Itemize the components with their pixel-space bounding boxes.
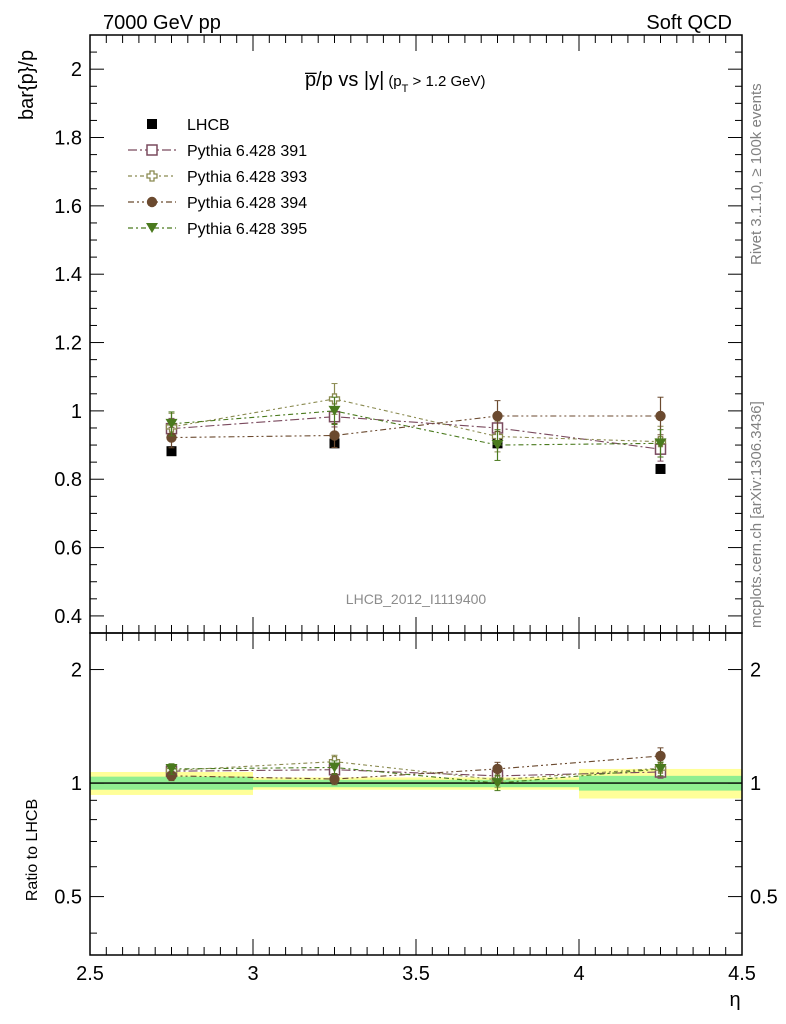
main-ylabel: bar{p}/p: [16, 50, 38, 120]
data-point: [165, 763, 178, 774]
x-tick-label: 4.5: [728, 963, 756, 985]
x-tick-label: 4: [573, 963, 584, 985]
y-tick-label-right: 1: [750, 773, 761, 795]
y-tick-label: 1: [71, 773, 82, 795]
y-tick-label: 1: [71, 401, 82, 423]
y-tick-label: 1.8: [54, 128, 82, 150]
series-pythia-6-428-393: [165, 383, 667, 458]
data-point: [654, 763, 667, 774]
main-panel: 0.4 0.6 0.8 1 1.2 1.4 1.6 1.8 2 bar{p}/p p̅/p vs…: [16, 34, 743, 634]
x-tick-label: 3.5: [402, 963, 430, 985]
header-right: Soft QCD: [646, 12, 732, 34]
data-point: [328, 405, 341, 416]
main-title: p̅/p vs |y| (pT > 1.2 GeV): [305, 69, 486, 95]
series-pythia-6-428-395: [165, 396, 667, 461]
series-line: [171, 769, 661, 777]
series-lhcb: [166, 438, 666, 474]
y-tick-label-right: 2: [750, 660, 761, 682]
legend-marker: [146, 144, 158, 156]
ratio-panel: 0.5 0.5 1 1 2 2 2.5 3 3.5 4 4.5 Ratio to LHCB η: [24, 632, 778, 1011]
legend: LHCB Pythia 6.428 391 Pythia 6.428 393 Pyth…: [128, 117, 307, 238]
data-point: [492, 763, 503, 775]
legend-marker: [146, 170, 158, 182]
legend-label: Pythia 6.428 391: [187, 143, 307, 160]
legend-marker: [146, 223, 158, 233]
series-line: [171, 415, 661, 439]
legend-label: Pythia 6.428 395: [187, 221, 307, 238]
rivet-label: Rivet 3.1.10, ≥ 100k events: [748, 83, 765, 265]
y-tick-label: 2: [71, 59, 82, 81]
legend-label: LHCB: [187, 117, 230, 134]
mcplots-label: mcplots.cern.ch [arXiv:1306.3436]: [748, 401, 765, 628]
data-point: [166, 446, 177, 457]
y-tick-label: 0.6: [54, 538, 82, 560]
series-line: [171, 761, 661, 781]
y-tick-label: 0.8: [54, 469, 82, 491]
legend-marker: [146, 196, 158, 208]
data-point: [654, 438, 667, 449]
y-tick-label: 2: [71, 660, 82, 682]
ratio-ylabel: Ratio to LHCB: [24, 799, 41, 901]
y-tick-label-right: 0.5: [750, 887, 778, 909]
data-point: [655, 750, 666, 762]
data-point: [328, 762, 341, 773]
series-line: [171, 416, 661, 450]
data-point: [166, 770, 177, 782]
data-point: [329, 430, 340, 441]
y-tick-label: 0.4: [54, 606, 82, 628]
legend-label: Pythia 6.428 394: [187, 195, 307, 212]
legend-label: Pythia 6.428 393: [187, 169, 307, 186]
series-line: [171, 398, 661, 443]
x-tick-label: 3: [247, 963, 258, 985]
data-point: [166, 432, 177, 443]
x-tick-label: 2.5: [76, 963, 104, 985]
y-tick-label: 1.2: [54, 333, 82, 355]
x-axis-label: η: [729, 989, 740, 1011]
series-pythia-6-428-391: [165, 405, 667, 462]
watermark: LHCB_2012_I1119400: [346, 591, 487, 607]
y-tick-label: 0.5: [54, 887, 82, 909]
data-point: [329, 773, 340, 785]
data-point: [491, 440, 504, 451]
legend-marker: [147, 119, 157, 129]
series-line: [171, 410, 661, 446]
y-tick-label: 1.4: [54, 264, 82, 286]
header-left: 7000 GeV pp: [103, 12, 221, 34]
data-point: [655, 410, 666, 422]
y-tick-label: 1.6: [54, 196, 82, 218]
series-line: [171, 766, 661, 784]
ratio-series-pythia-6-428-395: [165, 760, 667, 792]
data-point: [491, 778, 504, 789]
data-point: [655, 463, 666, 474]
series-line: [171, 755, 661, 780]
data-point: [165, 418, 178, 429]
data-point: [492, 410, 503, 422]
